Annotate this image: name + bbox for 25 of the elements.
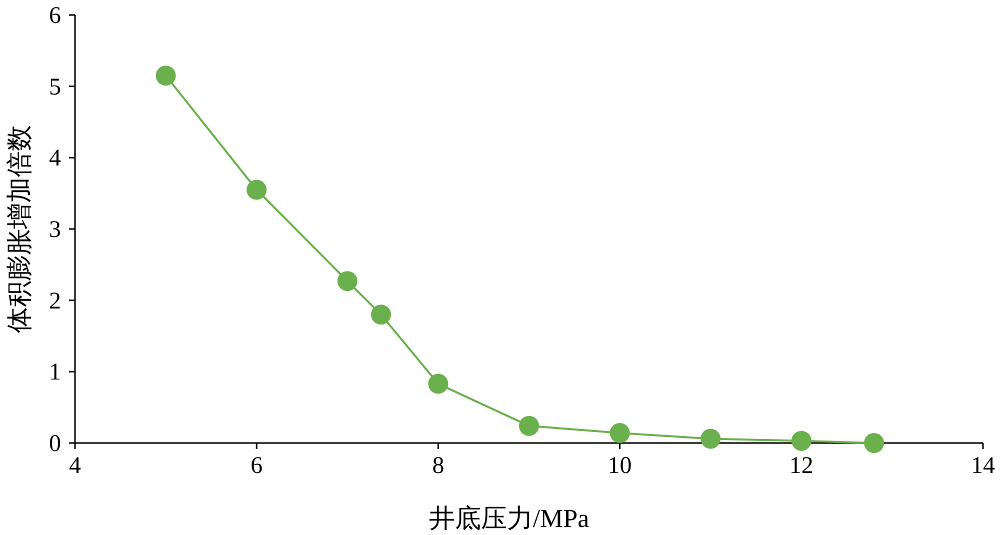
point [337,271,358,292]
x-axis-title: 井底压力/MPa [428,504,590,533]
x-tick-label: 4 [69,453,81,479]
y-tick-label: 6 [49,3,61,29]
point [246,180,267,200]
x-tick-label: 8 [432,453,444,479]
y-tick-label: 5 [49,74,61,100]
point [370,304,391,325]
point [519,416,539,436]
point [700,428,721,449]
y-tick-label: 4 [49,146,61,172]
point [156,66,176,86]
y-tick-label: 2 [49,288,61,314]
x-tick-label: 14 [971,453,995,479]
x-tick-label: 10 [608,453,632,479]
point [791,430,812,451]
x-tick-label: 12 [789,453,814,479]
y-tick-label: 3 [49,217,61,243]
y-tick-label: 1 [49,360,61,386]
point [428,374,448,394]
point [610,423,630,444]
point [864,433,884,453]
y-axis-title: 体积膨胀增加倍数 [5,125,34,333]
y-tick-label: 0 [49,431,61,457]
x-tick-label: 6 [250,453,263,479]
